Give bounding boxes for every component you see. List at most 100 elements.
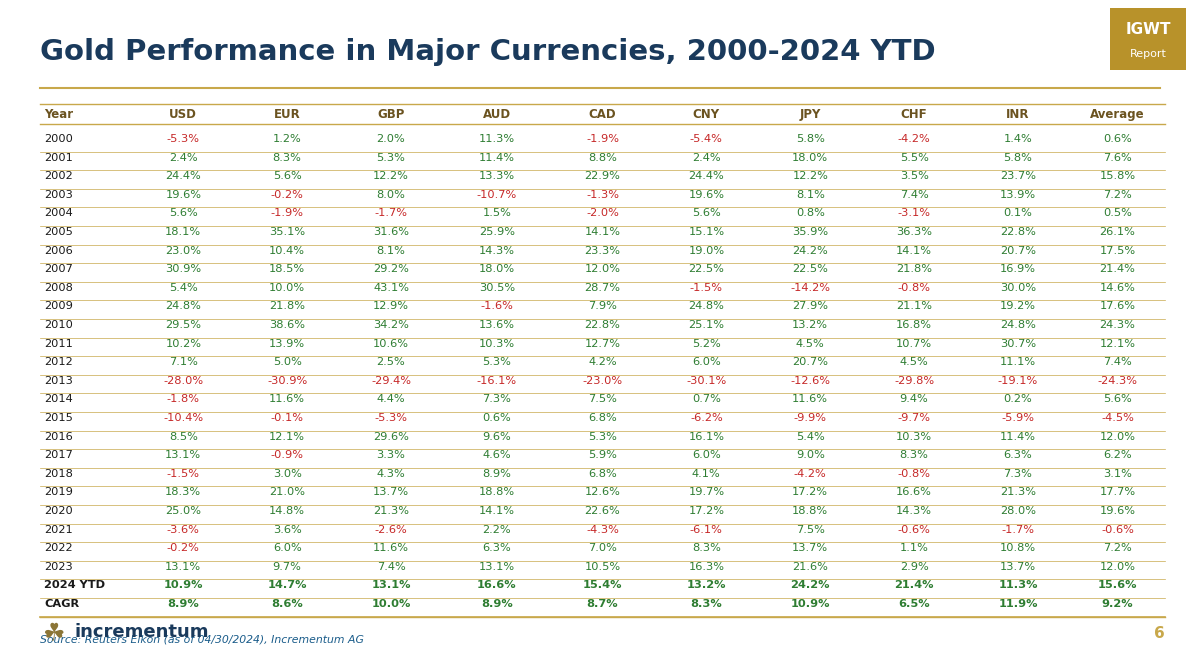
Text: 21.0%: 21.0%: [269, 487, 305, 497]
Text: 0.7%: 0.7%: [692, 394, 721, 405]
Text: -0.6%: -0.6%: [898, 525, 930, 535]
Text: 24.2%: 24.2%: [792, 245, 828, 255]
Text: 12.6%: 12.6%: [584, 487, 620, 497]
Text: 0.6%: 0.6%: [482, 413, 511, 423]
Text: 0.8%: 0.8%: [796, 208, 824, 218]
Text: 5.5%: 5.5%: [900, 153, 929, 163]
Text: 2013: 2013: [44, 376, 73, 386]
Text: -5.9%: -5.9%: [1002, 413, 1034, 423]
Text: 7.2%: 7.2%: [1103, 543, 1132, 553]
Text: 30.5%: 30.5%: [479, 283, 515, 293]
Text: 2002: 2002: [44, 171, 73, 181]
Text: 5.3%: 5.3%: [482, 358, 511, 367]
Text: 2022: 2022: [44, 543, 73, 553]
Text: Gold Performance in Major Currencies, 2000-2024 YTD: Gold Performance in Major Currencies, 20…: [40, 38, 936, 66]
Text: 7.3%: 7.3%: [482, 394, 511, 405]
Text: 13.2%: 13.2%: [792, 320, 828, 330]
Text: 11.4%: 11.4%: [1000, 431, 1036, 442]
Text: -14.2%: -14.2%: [791, 283, 830, 293]
Text: 20.7%: 20.7%: [792, 358, 828, 367]
Text: 29.2%: 29.2%: [373, 264, 409, 274]
Text: -1.7%: -1.7%: [374, 208, 408, 218]
Text: 2003: 2003: [44, 190, 73, 200]
Text: 8.0%: 8.0%: [377, 190, 406, 200]
Text: -12.6%: -12.6%: [791, 376, 830, 386]
Text: 8.3%: 8.3%: [690, 599, 722, 609]
Text: 11.3%: 11.3%: [479, 134, 515, 144]
Text: 5.3%: 5.3%: [377, 153, 406, 163]
Text: -24.3%: -24.3%: [1098, 376, 1138, 386]
Text: Report: Report: [1129, 49, 1166, 59]
Text: 5.6%: 5.6%: [169, 208, 198, 218]
Text: 21.1%: 21.1%: [896, 302, 932, 311]
Text: AUD: AUD: [482, 108, 511, 121]
Text: 21.3%: 21.3%: [1000, 487, 1036, 497]
Text: 8.5%: 8.5%: [169, 431, 198, 442]
Text: 23.7%: 23.7%: [1000, 171, 1036, 181]
Text: 16.6%: 16.6%: [896, 487, 932, 497]
Text: 19.6%: 19.6%: [1099, 506, 1135, 516]
Text: 10.7%: 10.7%: [896, 339, 932, 349]
Text: 6: 6: [1154, 626, 1165, 642]
Text: 28.0%: 28.0%: [1000, 506, 1036, 516]
Text: 8.3%: 8.3%: [900, 450, 929, 460]
Text: 1.4%: 1.4%: [1003, 134, 1032, 144]
Text: 24.4%: 24.4%: [689, 171, 725, 181]
Text: Average: Average: [1090, 108, 1145, 121]
Text: 14.1%: 14.1%: [479, 506, 515, 516]
Text: 8.3%: 8.3%: [272, 153, 301, 163]
Text: -29.4%: -29.4%: [371, 376, 412, 386]
Text: -2.0%: -2.0%: [586, 208, 619, 218]
Text: 5.8%: 5.8%: [796, 134, 824, 144]
Text: -29.8%: -29.8%: [894, 376, 934, 386]
Text: 30.7%: 30.7%: [1000, 339, 1036, 349]
Text: 25.1%: 25.1%: [689, 320, 725, 330]
Text: 17.2%: 17.2%: [689, 506, 725, 516]
Text: 2.9%: 2.9%: [900, 562, 929, 572]
Text: 2006: 2006: [44, 245, 73, 255]
FancyBboxPatch shape: [1110, 8, 1186, 70]
Text: 6.2%: 6.2%: [1103, 450, 1132, 460]
Text: 8.9%: 8.9%: [168, 599, 199, 609]
Text: 5.0%: 5.0%: [272, 358, 301, 367]
Text: 14.3%: 14.3%: [479, 245, 515, 255]
Text: 16.3%: 16.3%: [689, 562, 725, 572]
Text: 2012: 2012: [44, 358, 73, 367]
Text: 15.1%: 15.1%: [689, 227, 725, 237]
Text: 2021: 2021: [44, 525, 73, 535]
Text: 10.0%: 10.0%: [371, 599, 410, 609]
Text: 10.5%: 10.5%: [584, 562, 620, 572]
Text: 13.7%: 13.7%: [1000, 562, 1036, 572]
Text: 7.0%: 7.0%: [588, 543, 617, 553]
Text: 16.1%: 16.1%: [689, 431, 725, 442]
Text: 7.3%: 7.3%: [1003, 469, 1032, 478]
Text: 4.6%: 4.6%: [482, 450, 511, 460]
Text: 18.0%: 18.0%: [479, 264, 515, 274]
Text: 8.3%: 8.3%: [692, 543, 721, 553]
Text: 4.2%: 4.2%: [588, 358, 617, 367]
Text: 13.7%: 13.7%: [373, 487, 409, 497]
Text: 2015: 2015: [44, 413, 73, 423]
Text: 2005: 2005: [44, 227, 73, 237]
Text: 14.3%: 14.3%: [896, 506, 932, 516]
Text: 2020: 2020: [44, 506, 73, 516]
Text: 0.6%: 0.6%: [1103, 134, 1132, 144]
Text: 11.3%: 11.3%: [998, 581, 1038, 591]
Text: 9.7%: 9.7%: [272, 562, 301, 572]
Text: 22.8%: 22.8%: [584, 320, 620, 330]
Text: -4.2%: -4.2%: [794, 469, 827, 478]
Text: -9.7%: -9.7%: [898, 413, 930, 423]
Text: 19.7%: 19.7%: [689, 487, 725, 497]
Text: 18.5%: 18.5%: [269, 264, 305, 274]
Text: 24.8%: 24.8%: [1000, 320, 1036, 330]
Text: 13.1%: 13.1%: [166, 450, 202, 460]
Text: 2.0%: 2.0%: [377, 134, 406, 144]
Text: incrementum: incrementum: [74, 623, 210, 641]
Text: 1.5%: 1.5%: [482, 208, 511, 218]
Text: 17.6%: 17.6%: [1099, 302, 1135, 311]
Text: 10.3%: 10.3%: [479, 339, 515, 349]
Text: 11.6%: 11.6%: [792, 394, 828, 405]
Text: -0.2%: -0.2%: [271, 190, 304, 200]
Text: 21.8%: 21.8%: [896, 264, 932, 274]
Text: 16.8%: 16.8%: [896, 320, 932, 330]
